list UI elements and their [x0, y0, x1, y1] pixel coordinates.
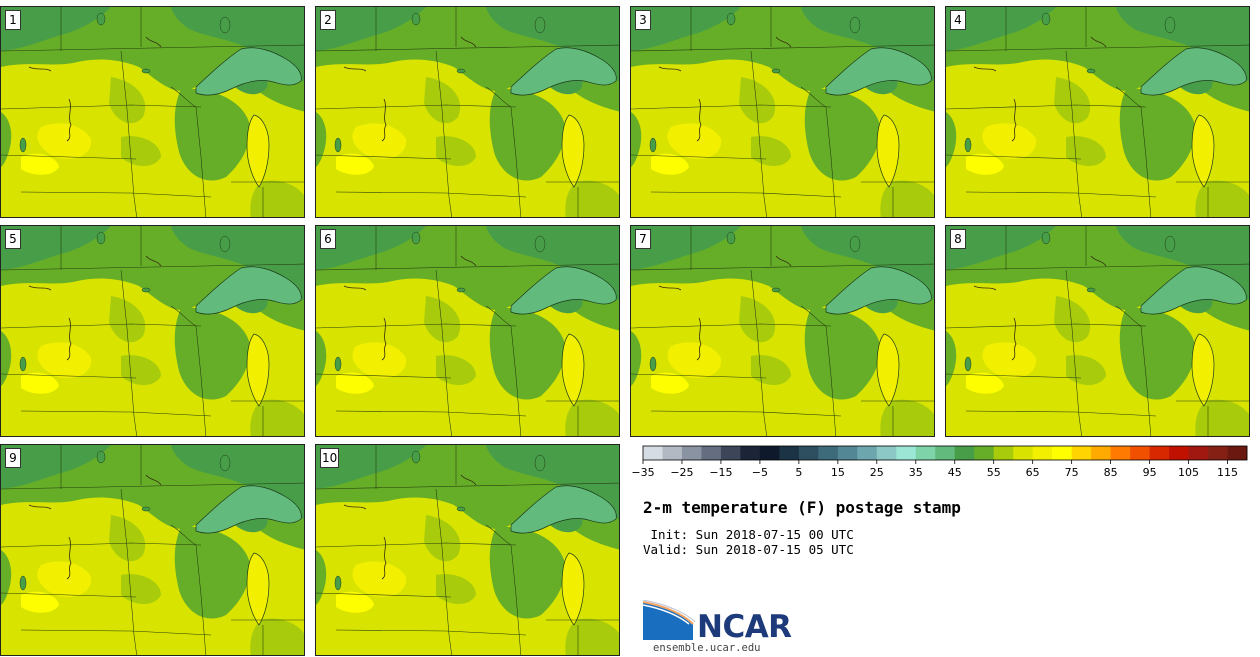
colorbar-graphic: −35 −25 −15 −5 5 15 25 35 45 55 65 75 85 95 105 115 — [631, 445, 1248, 479]
colorbar-swatch — [993, 446, 1014, 460]
temperature-map — [946, 226, 1249, 436]
member-number-badge: 7 — [635, 229, 651, 249]
map-panel-4: 4 — [945, 6, 1250, 218]
colorbar-frame — [642, 445, 1248, 461]
colorbar-tick-label: −35 — [631, 466, 654, 479]
init-time: Init: Sun 2018-07-15 00 UTC — [643, 527, 854, 542]
colorbar-swatch — [818, 446, 839, 460]
colorbar-swatch — [1091, 446, 1111, 460]
temperature-map — [631, 7, 934, 217]
map-panel-2: 2 — [315, 6, 620, 218]
colorbar-tick-label: 45 — [948, 466, 962, 479]
temperature-colorbar: −35 −25 −15 −5 5 15 25 35 45 55 65 75 85 95 105 115 — [631, 445, 1248, 479]
colorbar-swatch — [1052, 446, 1072, 460]
colorbar-swatch — [798, 446, 819, 460]
colorbar-swatch — [681, 446, 702, 460]
colorbar-swatch — [1071, 446, 1092, 460]
colorbar-swatch — [1208, 446, 1228, 460]
colorbar-swatch — [720, 446, 741, 460]
colorbar-swatch — [1013, 446, 1033, 460]
ncar-logo-text: NCAR — [697, 609, 792, 645]
temperature-map — [1, 445, 304, 655]
map-panel-6: 6 — [315, 225, 620, 437]
map-panel-1: 1 — [0, 6, 305, 218]
colorbar-swatch — [740, 446, 761, 460]
colorbar-tick-label: 25 — [870, 466, 884, 479]
member-number-badge: 8 — [950, 229, 966, 249]
colorbar-swatch — [1130, 446, 1150, 460]
temperature-map — [946, 7, 1249, 217]
colorbar-tick-label: 65 — [1026, 466, 1040, 479]
colorbar-tick-label: −25 — [670, 466, 693, 479]
member-number-badge: 10 — [320, 448, 340, 468]
colorbar-swatch — [1188, 446, 1209, 460]
chart-title: 2-m temperature (F) postage stamp — [643, 498, 961, 517]
colorbar-tick-label: −15 — [709, 466, 732, 479]
map-panel-8: 8 — [945, 225, 1250, 437]
colorbar-tick-label: 55 — [987, 466, 1001, 479]
temperature-map — [1, 7, 304, 217]
member-number-badge: 1 — [5, 10, 21, 30]
colorbar-swatch — [837, 446, 858, 460]
colorbar-swatch — [643, 446, 663, 460]
colorbar-tick-label: 5 — [795, 466, 802, 479]
temperature-map — [1, 226, 304, 436]
member-number-badge: 2 — [320, 10, 336, 30]
temperature-map — [316, 226, 619, 436]
valid-time: Valid: Sun 2018-07-15 05 UTC — [643, 542, 854, 557]
map-panel-3: 3 — [630, 6, 935, 218]
member-number-badge: 5 — [5, 229, 21, 249]
colorbar-swatch — [876, 446, 897, 460]
colorbar-swatch — [915, 446, 936, 460]
website-url: ensemble.ucar.edu — [653, 642, 761, 654]
member-number-badge: 9 — [5, 448, 21, 468]
ncar-logo-icon — [643, 600, 696, 640]
colorbar-swatch — [857, 446, 878, 460]
colorbar-swatch — [935, 446, 956, 460]
colorbar-swatch — [1149, 446, 1170, 460]
map-panel-10: 10 — [315, 444, 620, 656]
colorbar-swatch — [701, 446, 722, 460]
colorbar-swatch — [1032, 446, 1053, 460]
colorbar-swatch — [1169, 446, 1189, 460]
map-panel-7: 7 — [630, 225, 935, 437]
member-number-badge: 3 — [635, 10, 651, 30]
colorbar-swatch — [1110, 446, 1131, 460]
colorbar-tick-label: 85 — [1104, 466, 1118, 479]
colorbar-swatch — [896, 446, 917, 460]
colorbar-swatch — [779, 446, 800, 460]
map-panel-9: 9 — [0, 444, 305, 656]
colorbar-swatch — [662, 446, 683, 460]
colorbar-tick-label: 75 — [1065, 466, 1079, 479]
temperature-map — [631, 226, 934, 436]
temperature-map — [316, 445, 619, 655]
colorbar-swatch — [1227, 446, 1248, 460]
colorbar-tick-label: 105 — [1178, 466, 1199, 479]
colorbar-swatch — [954, 446, 975, 460]
colorbar-swatch — [974, 446, 995, 460]
colorbar-tick-label: 15 — [831, 466, 845, 479]
colorbar-tick-label: 35 — [909, 466, 923, 479]
member-number-badge: 6 — [320, 229, 336, 249]
member-number-badge: 4 — [950, 10, 966, 30]
temperature-map — [316, 7, 619, 217]
colorbar-tick-label: 95 — [1143, 466, 1157, 479]
colorbar-tick-label: −5 — [752, 466, 768, 479]
colorbar-tick-label: 115 — [1217, 466, 1238, 479]
map-panel-5: 5 — [0, 225, 305, 437]
colorbar-swatch — [759, 446, 780, 460]
